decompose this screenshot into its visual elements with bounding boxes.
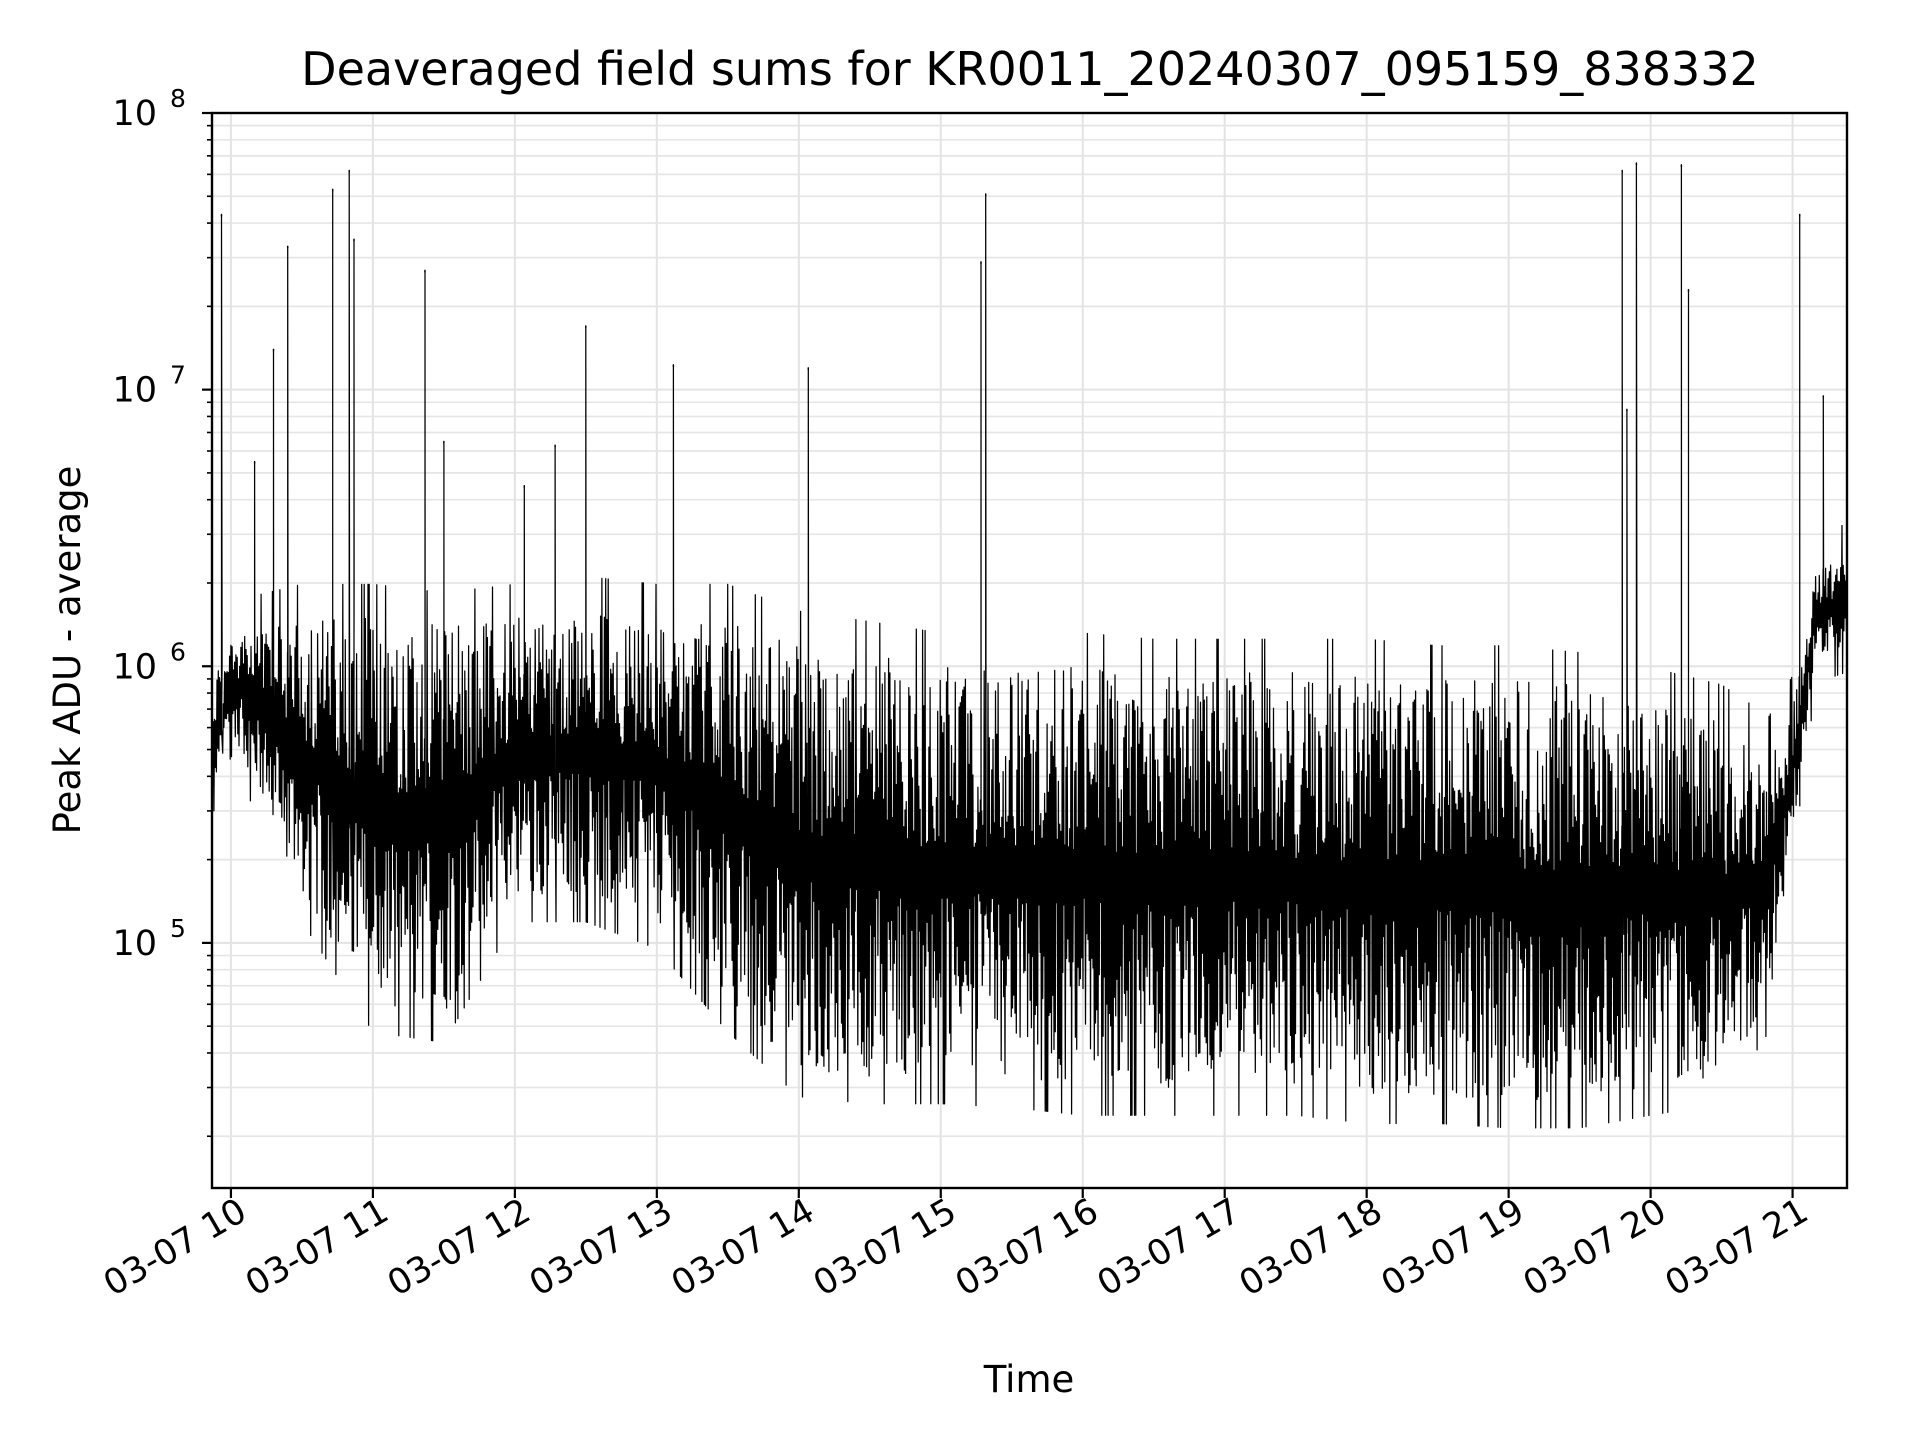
- y-tick-label: 10 6: [112, 637, 185, 687]
- x-axis-label: Time: [983, 1358, 1075, 1401]
- y-tick-label: 10 5: [112, 914, 185, 964]
- series-line: [211, 162, 1848, 1129]
- series-layer: [211, 162, 1848, 1129]
- y-tick-label: 10 7: [112, 361, 185, 411]
- chart-title: Deaveraged field sums for KR0011_2024030…: [301, 42, 1759, 96]
- y-tick-label: 10 8: [112, 84, 185, 134]
- y-axis-label: Peak ADU - average: [46, 466, 89, 835]
- plot-frame: [210, 111, 1849, 1190]
